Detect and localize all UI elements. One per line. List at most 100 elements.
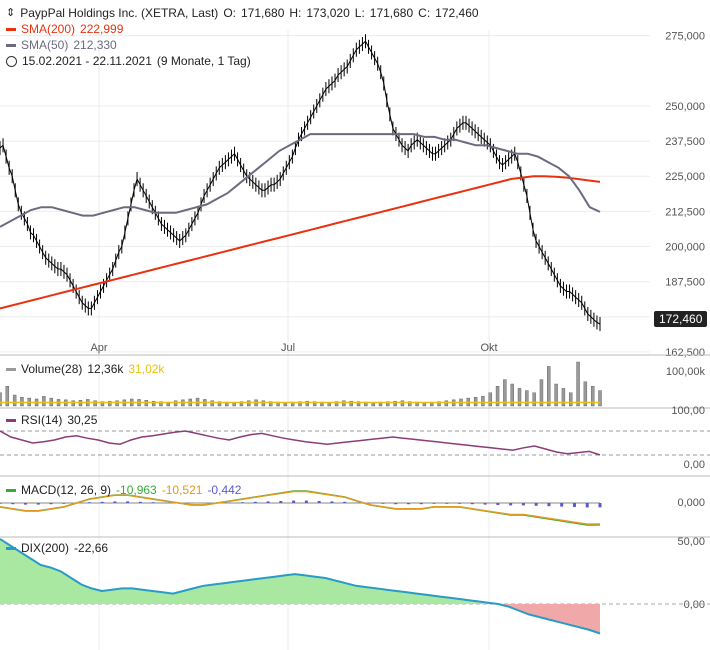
- volume-bar: [481, 396, 485, 407]
- macd-legend: MACD(12, 26, 9) -10,963 -10,521 -0,442: [6, 483, 241, 497]
- macd-histogram-bar: [0, 503, 2, 504]
- price-tick-label: 162,500: [665, 347, 705, 359]
- legend-sma200-row[interactable]: SMA(200) 222,999: [6, 21, 479, 37]
- volume-bar: [569, 392, 573, 407]
- legend-title-row: ⇕ PaypPal Holdings Inc. (XETRA, Last) O:…: [6, 5, 479, 21]
- volume-bar: [12, 394, 17, 407]
- volume-bar: [20, 397, 24, 407]
- date-range-detail: (9 Monate, 1 Tag): [156, 54, 251, 68]
- macd-histogram-bar: [419, 503, 423, 505]
- price-tick-label: 275,000: [665, 31, 705, 43]
- macd-histogram-bar: [496, 503, 500, 505]
- volume-bar: [393, 400, 397, 407]
- volume-bar: [510, 383, 514, 407]
- dix-positive-area: [0, 539, 600, 604]
- sma50-line: [0, 133, 601, 228]
- price-tick-label: 212,500: [665, 206, 705, 218]
- volume-bar: [488, 392, 492, 407]
- price-tick-label: 187,500: [665, 277, 705, 289]
- volume-bar: [532, 392, 536, 407]
- dix-value: -22,66: [74, 541, 109, 555]
- macd-histogram-bar: [394, 503, 398, 505]
- ohlc-close: 172,460: [435, 6, 479, 20]
- price-tick-label: 237,500: [665, 136, 705, 148]
- volume-label: Volume(28): [21, 362, 83, 376]
- macd-tick-label: 0,000: [677, 497, 705, 509]
- volume-bar: [269, 401, 273, 407]
- macd-histogram-bar: [126, 501, 130, 503]
- volume-swatch: [6, 367, 16, 371]
- macd-histogram-bar: [100, 501, 104, 503]
- volume-bar: [334, 401, 339, 407]
- price-tick-label: 250,000: [665, 101, 705, 113]
- volume-bar: [261, 400, 266, 407]
- volume-bar: [298, 401, 302, 407]
- sma50-value: 212,330: [73, 38, 117, 52]
- pin-icon[interactable]: ⇕: [6, 7, 16, 19]
- macd-histogram-bar: [509, 503, 513, 506]
- macd-histogram-bar: [521, 503, 525, 506]
- dix-line: [0, 538, 601, 635]
- sma200-line: [0, 175, 601, 310]
- price-tick-label: 225,000: [665, 171, 705, 183]
- sma200-label: SMA(200): [21, 22, 76, 36]
- macd-signal-value: -10,521: [161, 483, 203, 497]
- volume-bar: [173, 400, 178, 407]
- macd-histogram-bar: [330, 501, 334, 503]
- rsi-tick-label: 100,00: [671, 405, 705, 417]
- volume-bar: [71, 400, 75, 407]
- macd-histogram-bar: [572, 503, 576, 507]
- ohlc-low-label: L:: [354, 6, 365, 20]
- volume-bar: [444, 400, 449, 407]
- ohlc-high: 173,020: [306, 6, 350, 20]
- ohlc-low: 171,680: [369, 6, 414, 20]
- volume-bar: [217, 401, 222, 407]
- volume-bar: [408, 401, 412, 407]
- dix-tick-label: 0,00: [684, 599, 705, 611]
- dix-tick-label: 50,00: [677, 536, 705, 548]
- volume-bar: [437, 401, 441, 407]
- volume-bar: [108, 400, 112, 407]
- macd-histogram-bar: [151, 502, 155, 503]
- price-line: [0, 40, 601, 325]
- volume-tick-label: 100,00k: [666, 366, 706, 378]
- ohlc-open: 171,680: [240, 6, 285, 20]
- sma50-label: SMA(50): [21, 38, 69, 52]
- macd-histogram-bar: [87, 502, 91, 503]
- macd-histogram-bar: [458, 503, 462, 504]
- legend-range-row: 15.02.2021 - 22.11.2021 (9 Monate, 1 Tag…: [6, 53, 479, 69]
- rsi-tick-label: 0,00: [684, 459, 705, 471]
- volume-bar: [0, 392, 2, 407]
- volume-bar: [598, 390, 602, 407]
- macd-histogram-bar: [560, 503, 564, 507]
- macd-histogram-bar: [62, 503, 66, 504]
- macd-histogram-bar: [279, 501, 283, 503]
- volume-bar: [525, 390, 529, 407]
- macd-hist-value: -0,442: [207, 483, 242, 497]
- macd-label: MACD(12, 26, 9): [21, 483, 112, 497]
- legend-sma50-row[interactable]: SMA(50) 212,330: [6, 37, 479, 53]
- volume-bar: [400, 400, 405, 407]
- macd-histogram-bar: [585, 503, 589, 508]
- volume-bar: [561, 388, 566, 407]
- macd-histogram-bar: [470, 503, 474, 505]
- sma200-swatch: [6, 27, 16, 31]
- macd-histogram-bar: [381, 503, 385, 504]
- macd-histogram-bar: [483, 503, 487, 505]
- volume-bar: [495, 386, 500, 407]
- volume-bar: [42, 396, 46, 407]
- rsi-value: 30,25: [67, 413, 98, 427]
- macd-histogram-bar: [292, 500, 296, 503]
- date-range: 15.02.2021 - 22.11.2021: [22, 54, 152, 68]
- volume-value: 12,36k: [87, 362, 124, 376]
- volume-bar: [576, 361, 580, 407]
- dix-negative-area: [0, 604, 600, 634]
- volume-bar: [554, 383, 558, 407]
- dix-swatch: [6, 546, 16, 550]
- rsi-swatch: [6, 418, 16, 422]
- macd-histogram-bar: [49, 503, 53, 505]
- macd-histogram-bar: [253, 501, 257, 503]
- rsi-legend: RSI(14) 30,25: [6, 413, 97, 427]
- ohlc-open-label: O:: [223, 6, 236, 20]
